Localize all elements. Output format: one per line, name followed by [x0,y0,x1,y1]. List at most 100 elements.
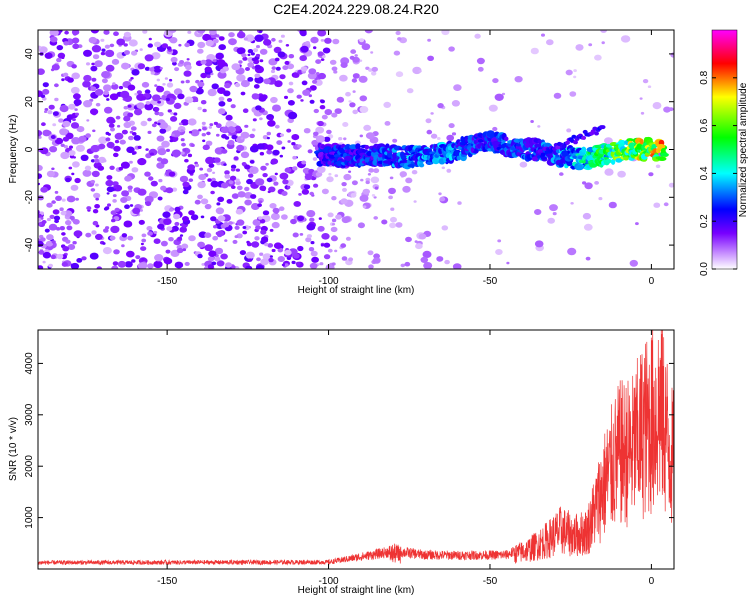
noise-blob [246,178,253,185]
noise-blob [127,84,136,91]
noise-blob [249,160,255,164]
noise-blob [245,251,255,259]
noise-blob [388,195,393,200]
noise-blob [309,217,315,222]
noise-blob [240,137,244,140]
noise-blob [307,149,313,154]
noise-blob [66,225,73,231]
noise-blob [635,222,639,226]
noise-blob [244,164,251,170]
x-tick-label: -50 [483,276,498,287]
noise-blob [83,49,92,57]
noise-blob [202,33,212,42]
noise-blob [59,226,65,231]
noise-blob [259,59,264,63]
noise-blob [136,90,142,95]
noise-blob [105,49,115,58]
noise-blob [247,77,254,82]
noise-blob [123,31,131,38]
noise-blob [197,30,206,34]
noise-blob [179,60,185,64]
noise-blob [642,79,649,84]
noise-blob [156,157,163,162]
noise-blob [345,91,351,97]
noise-blob [604,168,614,176]
noise-blob [370,51,374,54]
noise-blob [240,131,250,139]
noise-blob [165,97,170,102]
noise-blob [161,140,170,148]
noise-blob [362,188,370,195]
noise-blob [48,223,58,231]
noise-blob [259,252,264,256]
noise-blob [266,131,271,136]
noise-blob [169,37,178,44]
noise-blob [130,77,134,80]
noise-blob [150,152,154,156]
signal-branch-blob [594,131,599,136]
noise-blob [583,223,593,231]
noise-blob [210,72,214,76]
noise-blob [534,240,544,248]
noise-blob [351,78,358,83]
noise-blob [134,108,143,116]
noise-blob [153,65,163,73]
signal-blob [531,156,538,162]
signal-blob [623,155,629,161]
x-tick-label: -50 [483,576,498,587]
noise-blob [312,79,318,84]
signal-branch-blob [600,125,606,130]
noise-blob [184,42,190,48]
noise-blob [123,121,132,129]
noise-blob [311,139,319,146]
noise-blob [321,114,328,120]
noise-blob [137,188,147,196]
noise-blob [244,124,249,128]
noise-blob [102,242,106,245]
noise-blob [345,236,351,241]
noise-blob [140,96,147,101]
noise-blob [95,183,99,187]
noise-blob [647,85,652,88]
noise-blob [47,110,53,115]
noise-blob [40,147,49,155]
noise-blob [173,102,182,109]
noise-blob [249,133,255,139]
noise-blob [63,72,69,77]
noise-blob [98,143,106,150]
noise-blob [178,43,182,47]
noise-blob [95,197,99,201]
noise-blob [112,194,117,198]
noise-blob [109,235,116,241]
noise-blob [157,148,167,156]
signal-blob [504,136,509,142]
noise-blob [260,165,267,171]
noise-blob [209,123,214,127]
signal-branch-blob [581,135,587,140]
noise-blob [297,245,304,252]
noise-blob [222,222,230,228]
noise-blob [331,66,338,72]
noise-blob [56,45,64,51]
noise-blob [352,90,356,93]
noise-blob [136,102,145,109]
noise-blob [38,68,45,75]
noise-blob [327,212,334,218]
noise-blob [75,112,79,116]
noise-blob [141,258,145,261]
noise-blob [236,47,246,55]
noise-blob [663,106,671,113]
noise-blob [262,173,268,178]
noise-blob [104,44,110,49]
noise-blob [70,184,79,191]
noise-blob [56,57,62,63]
noise-blob [363,124,372,131]
noise-blob [259,117,263,121]
noise-blob [258,216,263,220]
noise-blob [360,178,364,182]
noise-blob [223,163,227,166]
noise-blob [226,199,233,204]
noise-blob [102,247,112,255]
noise-blob [247,53,251,57]
noise-blob [100,38,105,42]
